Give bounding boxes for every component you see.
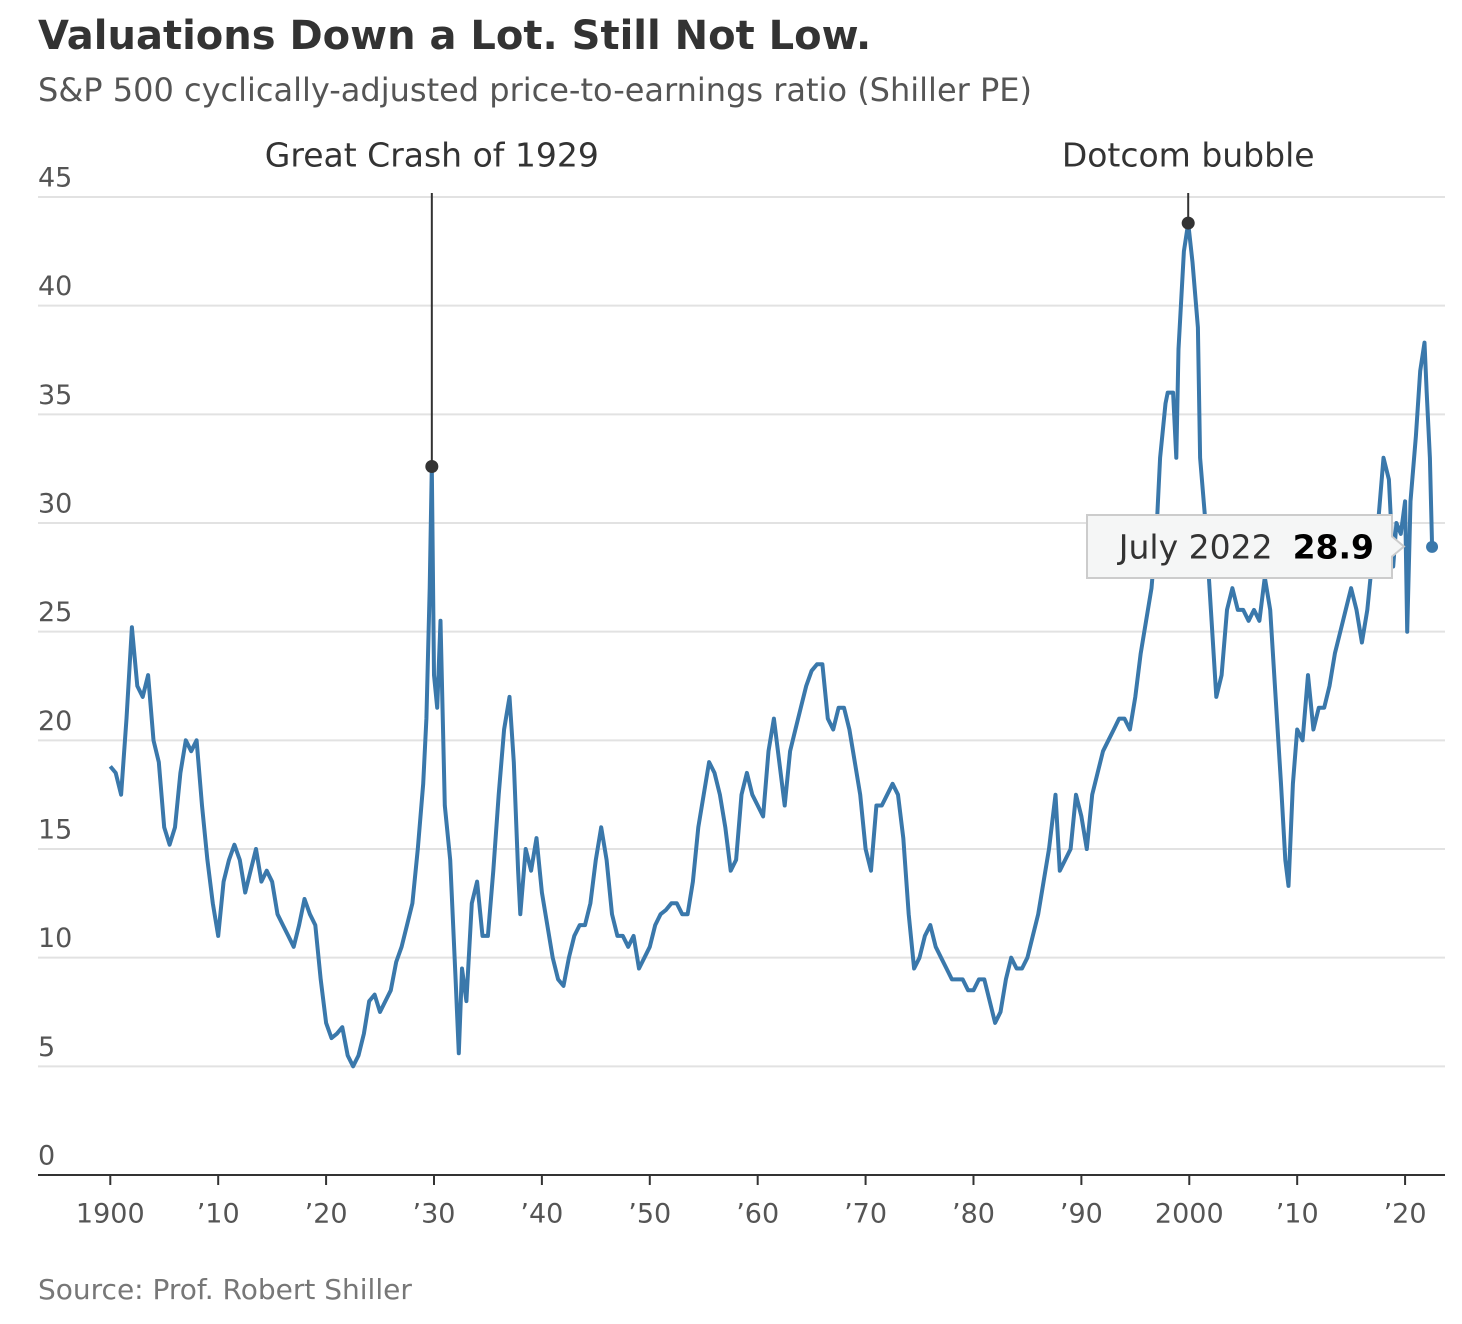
source: Source: Prof. Robert Shiller <box>38 1273 412 1306</box>
tooltip-text: July 2022 28.9 <box>1117 527 1374 566</box>
y-tick-label: 45 <box>38 163 72 194</box>
y-tick-label: 30 <box>38 489 72 520</box>
tooltip-value: 28.9 <box>1293 527 1374 566</box>
y-tick-label: 0 <box>38 1141 55 1172</box>
x-tick-label: ’60 <box>736 1199 779 1230</box>
x-tick-label: 2000 <box>1155 1199 1224 1230</box>
chart-subtitle: S&P 500 cyclically-adjusted price-to-ear… <box>38 71 1032 109</box>
tooltip-label: July 2022 <box>1117 527 1273 566</box>
series-line <box>108 221 1435 1069</box>
x-tick-label: ’70 <box>844 1199 887 1230</box>
y-tick-label: 20 <box>38 706 72 737</box>
x-tick-label: ’30 <box>413 1199 456 1230</box>
annotation-label: Great Crash of 1929 <box>265 136 599 175</box>
x-tick-label: ’50 <box>628 1199 671 1230</box>
x-tick-label: ’10 <box>1276 1199 1319 1230</box>
annotation-dot <box>1181 216 1195 230</box>
end-dot <box>1426 540 1439 553</box>
x-tick-label: 1900 <box>76 1199 145 1230</box>
x-tick-label: ’40 <box>520 1199 563 1230</box>
y-tick-label: 5 <box>38 1032 55 1063</box>
y-tick-label: 35 <box>38 380 72 411</box>
y-tick-label: 10 <box>38 923 72 954</box>
x-tick-label: ’10 <box>197 1199 240 1230</box>
annotation-label: Dotcom bubble <box>1062 136 1315 175</box>
y-tick-label: 15 <box>38 815 72 846</box>
y-tick-label: 40 <box>38 271 72 302</box>
x-tick-label: ’20 <box>305 1199 348 1230</box>
x-tick-label: ’90 <box>1060 1199 1103 1230</box>
tooltip-box <box>1086 514 1406 579</box>
annotation-dot <box>425 459 439 473</box>
y-tick-label: 25 <box>38 597 72 628</box>
chart-title: Valuations Down a Lot. Still Not Low. <box>38 13 871 59</box>
x-tick-label: ’20 <box>1384 1199 1427 1230</box>
x-tick-label: ’80 <box>952 1199 995 1230</box>
